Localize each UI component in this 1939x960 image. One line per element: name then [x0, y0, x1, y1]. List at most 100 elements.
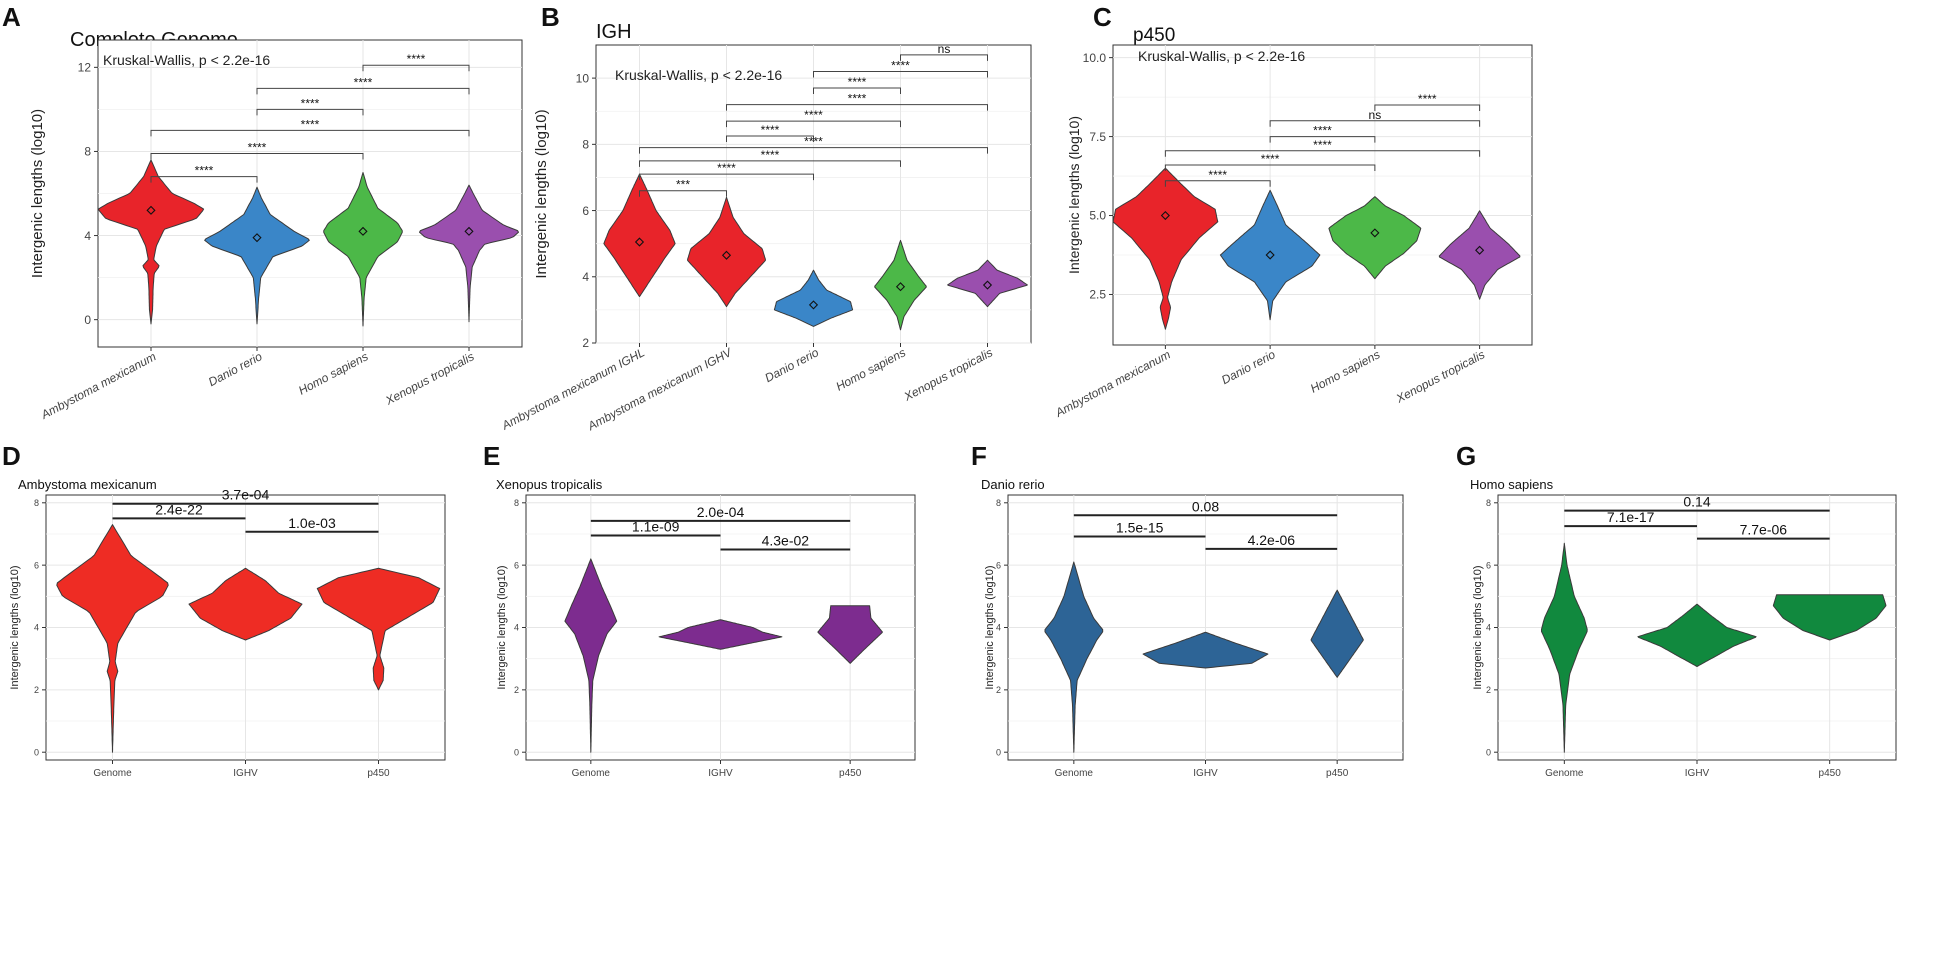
tick-label-x: Ambystoma mexicanum	[1052, 347, 1173, 420]
tick-label-y: 6	[34, 560, 39, 570]
p-value-label: 4.3e-02	[762, 533, 810, 549]
tick-label-y: 2.5	[1089, 288, 1106, 302]
tick-label-y: 6	[582, 204, 589, 218]
p-value-label: 4.2e-06	[1248, 532, 1296, 548]
panel-D: D Ambystoma mexicanum 0 2 4 6 8 Intergenic leng…	[2, 441, 446, 779]
comparison-bracket	[150, 129, 470, 137]
tick-label-x: IGHV	[1193, 768, 1218, 779]
p-value-label: 2.0e-04	[697, 504, 745, 520]
chart-title: Ambystoma mexicanum	[18, 477, 157, 492]
p-value-label: 1.5e-15	[1116, 519, 1164, 535]
violin-1	[56, 524, 169, 753]
chart-title: p450	[1133, 25, 1175, 46]
tick-label-x: Homo sapiens	[1308, 347, 1382, 395]
significance-label: ****	[407, 52, 426, 66]
panel-E: E Xenopus tropicalis 0 2 4 6 8 Intergenic lengt…	[483, 441, 916, 779]
mean-marker	[464, 226, 474, 236]
tick-label-y: 10	[576, 71, 590, 85]
comparison-bracket	[362, 64, 470, 72]
comparison-bracket	[726, 135, 814, 143]
kruskal-wallis-annotation: Kruskal-Wallis, p < 2.2e-16	[103, 52, 270, 68]
tick-label-x: Ambystoma mexicanum IGHL	[499, 345, 647, 433]
significance-label: ****	[804, 135, 823, 149]
significance-label: ns	[938, 42, 951, 56]
mean-marker	[1475, 245, 1485, 255]
tick-label-y: 4	[34, 623, 39, 633]
tick-label-x: IGHV	[708, 768, 733, 779]
comparison-bracket	[1164, 150, 1481, 157]
tick-label-x: Danio rerio	[763, 345, 822, 385]
comparison-bracket	[726, 104, 988, 111]
tick-label-y: 8	[996, 498, 1001, 508]
tick-label-y: 0	[996, 747, 1001, 757]
violin-2	[658, 619, 783, 650]
mean-marker	[1160, 210, 1170, 221]
mean-marker	[1370, 228, 1380, 238]
panel-A: AComplete Genome04812Intergenic lengths …	[2, 2, 523, 422]
comparison-bracket	[1164, 164, 1376, 171]
tick-label-y: 4	[514, 623, 519, 633]
tick-label-x: Genome	[572, 768, 611, 779]
panel-label: A	[2, 2, 21, 32]
violin-3	[817, 605, 883, 664]
comparison-bracket	[1164, 180, 1271, 187]
y-axis-label: Intergenic lengths (log10)	[496, 565, 508, 689]
mean-marker	[146, 205, 156, 215]
panel-label: G	[1456, 441, 1476, 471]
significance-label: ****	[1313, 138, 1332, 152]
violin-2	[204, 186, 310, 325]
panel-F: F Danio rerio 0 2 4 6 8 Intergenic lengths (log…	[971, 441, 1404, 779]
tick-label-y: 0	[34, 747, 39, 757]
panel-B: B IGH 2 4 6 8 10 Intergenic lengths (log10) Amby…	[499, 2, 1032, 434]
violin-3	[1310, 589, 1364, 678]
y-axis-label: Intergenic lengths (log10)	[533, 109, 550, 278]
tick-label-y: 8	[34, 498, 39, 508]
tick-label-x: Xenopus tropicalis	[1393, 347, 1487, 406]
kruskal-wallis-annotation: Kruskal-Wallis, p < 2.2e-16	[615, 67, 782, 83]
violin-3	[1328, 196, 1422, 280]
chart-title: Homo sapiens	[1470, 477, 1554, 492]
violin-2	[1142, 631, 1269, 669]
tick-label-x: Xenopus tropicalis	[901, 345, 995, 404]
tick-label-x: p450	[1326, 768, 1349, 779]
chart-title: IGH	[596, 21, 632, 43]
violin-2	[188, 567, 303, 641]
y-axis-label: Intergenic lengths (log10)	[29, 109, 46, 278]
violin-4	[1438, 210, 1521, 300]
violin-4	[874, 239, 927, 331]
p-value-label: 0.14	[1683, 494, 1710, 510]
violin-4	[419, 184, 519, 323]
significance-label: ****	[301, 117, 320, 131]
tick-label-y: 4	[996, 623, 1001, 633]
violin-1	[97, 159, 205, 325]
tick-label-x: Genome	[1545, 768, 1584, 779]
p-value-label: 7.7e-06	[1740, 522, 1788, 538]
significance-label: ****	[761, 123, 780, 137]
tick-label-y: 10.0	[1083, 51, 1107, 65]
tick-label-y: 8	[1486, 498, 1491, 508]
significance-label: ****	[195, 164, 214, 178]
significance-label: ***	[676, 178, 690, 192]
tick-label-y: 6	[1486, 560, 1491, 570]
significance-label: ****	[1261, 152, 1280, 166]
comparison-bracket	[256, 108, 364, 116]
tick-label-y: 6	[514, 560, 519, 570]
p-value-label: 1.1e-09	[632, 519, 680, 535]
p-value-label: 7.1e-17	[1607, 509, 1655, 525]
tick-label-x: Danio rerio	[1219, 347, 1278, 387]
mean-marker	[252, 233, 262, 243]
comparison-bracket	[639, 173, 814, 181]
violin-1	[564, 558, 618, 753]
y-axis-label: Intergenic lengths (log10)	[9, 565, 21, 689]
mean-marker	[358, 226, 368, 236]
tick-label-x: Genome	[1055, 768, 1094, 779]
significance-label: ****	[717, 161, 736, 175]
tick-label-y: 7.5	[1089, 130, 1106, 144]
panel-label: B	[541, 2, 560, 32]
chart-title: Danio rerio	[981, 477, 1045, 492]
y-axis-label: Intergenic lengths (log10)	[1472, 565, 1484, 689]
mean-marker	[982, 280, 993, 290]
tick-label-x: Danio rerio	[206, 349, 265, 389]
p-value-label: 1.0e-03	[288, 515, 336, 531]
